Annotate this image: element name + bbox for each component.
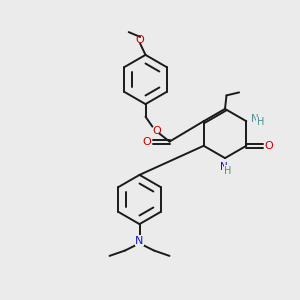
Text: H: H (224, 166, 232, 176)
Text: O: O (152, 125, 161, 136)
Text: O: O (142, 136, 152, 147)
Text: H: H (257, 117, 264, 128)
Text: N: N (251, 114, 259, 124)
Text: N: N (220, 161, 227, 172)
Text: O: O (136, 35, 145, 45)
Text: N: N (135, 236, 144, 246)
Text: O: O (264, 141, 273, 151)
